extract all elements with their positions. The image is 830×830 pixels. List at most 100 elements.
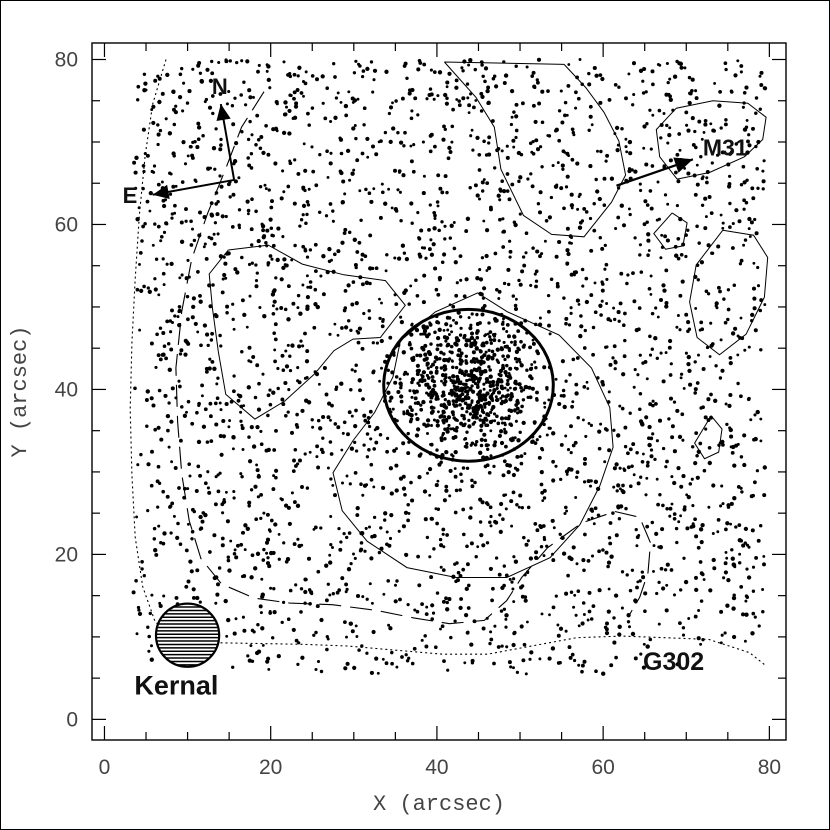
star-point — [407, 511, 411, 515]
star-point — [659, 566, 664, 571]
star-point — [343, 620, 347, 624]
star-point — [381, 485, 386, 490]
star-point — [557, 239, 562, 245]
star-point — [597, 196, 602, 202]
star-point — [513, 559, 519, 564]
star-point — [355, 158, 360, 163]
star-point — [174, 104, 178, 108]
star-point — [459, 597, 464, 601]
kernel-disk — [154, 602, 221, 668]
star-point — [470, 128, 474, 132]
star-point — [511, 490, 516, 495]
star-point — [699, 154, 703, 159]
star-point — [425, 361, 430, 366]
star-point — [512, 110, 516, 114]
star-point — [265, 512, 270, 517]
star-point — [449, 223, 454, 228]
star-point — [667, 345, 672, 350]
star-point — [201, 424, 207, 429]
star-point — [452, 318, 455, 322]
star-point — [340, 201, 344, 205]
star-point — [141, 224, 145, 229]
star-point — [505, 189, 510, 193]
star-point — [500, 421, 505, 425]
star-point — [607, 448, 612, 453]
star-point — [434, 365, 439, 370]
star-point — [350, 368, 354, 372]
star-point — [687, 100, 692, 106]
star-point — [224, 59, 229, 64]
star-point — [334, 96, 339, 100]
x-tick-label: 0 — [99, 756, 111, 779]
star-point — [613, 359, 617, 363]
star-point — [361, 493, 365, 497]
star-point — [704, 215, 708, 219]
star-point — [416, 554, 420, 559]
star-point — [438, 357, 442, 361]
star-point — [694, 145, 698, 150]
star-point — [687, 617, 691, 620]
star-point — [568, 241, 572, 245]
star-point — [243, 523, 248, 528]
star-point — [665, 507, 669, 511]
star-point — [440, 190, 445, 195]
star-point — [395, 419, 399, 423]
star-point — [631, 442, 636, 447]
star-point — [307, 187, 311, 191]
star-point — [565, 174, 570, 179]
star-point — [396, 188, 400, 192]
star-point — [425, 418, 431, 423]
star-point — [521, 255, 526, 259]
star-point — [324, 563, 329, 568]
star-point — [250, 197, 254, 201]
star-point — [183, 162, 188, 166]
star-point — [469, 359, 474, 364]
star-point — [644, 493, 648, 497]
star-point — [155, 332, 159, 337]
star-point — [432, 70, 437, 74]
x-axis-label: X (arcsec) — [373, 792, 505, 817]
star-point — [308, 450, 312, 454]
star-point — [695, 224, 699, 229]
star-point — [707, 445, 712, 450]
star-point — [497, 433, 502, 438]
star-point — [468, 186, 472, 190]
star-point — [721, 221, 725, 225]
star-point — [331, 209, 335, 213]
star-point — [247, 163, 252, 168]
star-point — [167, 367, 172, 372]
star-point — [761, 588, 765, 591]
star-point — [207, 235, 211, 240]
star-point — [410, 395, 414, 399]
star-point — [660, 245, 665, 249]
star-point — [421, 140, 425, 144]
star-point — [271, 390, 276, 395]
star-point — [742, 243, 746, 247]
star-point — [158, 357, 163, 362]
star-point — [393, 599, 398, 604]
star-point — [150, 108, 154, 112]
star-point — [752, 306, 757, 311]
star-point — [576, 96, 581, 101]
star-point — [628, 625, 631, 629]
contour-dashed — [175, 91, 652, 625]
star-point — [609, 663, 614, 668]
star-point — [478, 291, 483, 296]
star-point — [245, 325, 249, 329]
star-point — [531, 439, 535, 444]
star-point — [143, 222, 147, 226]
star-point — [344, 113, 349, 118]
star-point — [292, 72, 297, 77]
star-point — [704, 289, 709, 294]
star-point — [253, 395, 258, 400]
star-point — [466, 403, 470, 407]
star-point — [762, 465, 767, 470]
star-point — [288, 159, 292, 163]
star-point — [678, 61, 683, 66]
star-point — [647, 249, 651, 252]
star-point — [594, 669, 598, 674]
star-point — [514, 64, 518, 68]
star-point — [614, 125, 620, 131]
star-point — [485, 228, 490, 233]
star-point — [379, 546, 384, 551]
